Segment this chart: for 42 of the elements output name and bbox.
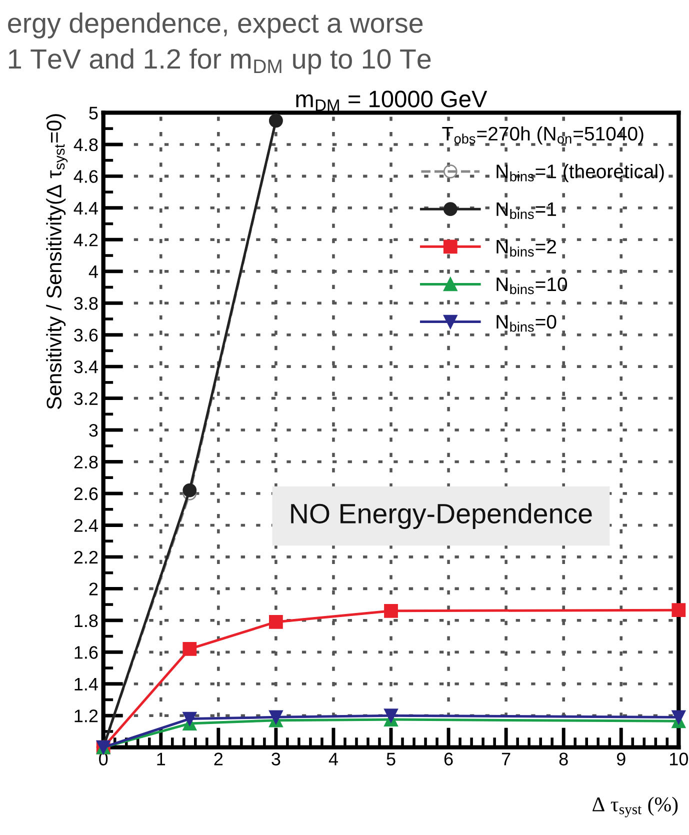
y-tick-label: 1.2 [74,710,98,722]
x-tick-label: 8 [559,752,568,766]
x-axis-title: Δ τ$_{syst}$ (%) [592,796,678,818]
y-tick-label: 4.8 [74,138,98,152]
y-tick-label: 3.4 [74,360,98,374]
legend-label: N$_{bins}$=1 (theoretical) [496,164,664,182]
text: 1 TeV and 1.2 for m$_{DM}$ up to 10 Te [9,48,431,74]
y-tick-label: 1.6 [74,646,98,659]
y-tick-label: 1.4 [74,678,98,690]
y-tick-label: 2.6 [74,487,98,500]
legend-label: N$_{bins}$=2 [496,240,556,257]
text: ergy dependence, expect a worse [8,12,423,38]
y-tick-label: 3.2 [74,392,98,406]
chart-title: m$_{DM}$ = 10000 GeV [296,90,488,111]
y-tick-label: 3 [89,424,98,437]
legend-label: N$_{bins}$=1 [496,202,556,220]
x-tick-label: 5 [386,752,396,766]
annotation: NO Energy-Dependence [291,503,592,529]
x-tick-label: 10 [670,752,688,766]
y-tick-label: 2.2 [74,550,98,564]
y-tick-label: 2 [89,582,98,596]
x-tick-label: 4 [328,752,338,766]
y-tick-label: 1.8 [74,614,98,628]
x-tick-label: 6 [444,752,453,766]
x-tick-label: 9 [616,752,626,766]
x-tick-label: 3 [272,752,280,766]
x-tick-label: 1 [157,752,166,766]
x-tick-label: 7 [502,752,510,766]
legend-label: N$_{bins}$=0 [496,314,556,332]
y-tick-label: 2.4 [74,519,98,532]
y-tick-label: 4.6 [74,170,98,183]
y-tick-label: 3.6 [74,328,98,342]
y-tick-label: 4 [88,265,98,278]
x-tick-label: 2 [214,752,223,766]
y-axis-title: Sensitivity / Sensitivity(Δ τ$_{syst}$=0) [46,114,68,410]
legend-title: T$_{obs}$=270h (N$_{on}$=51040) [442,126,644,144]
y-tick-label: 4.4 [74,202,98,214]
y-tick-label: 3.8 [74,297,98,310]
legend-label: N$_{bins}$=10 [496,277,568,294]
y-tick-label: 2.8 [74,456,98,468]
y-tick-label: 5 [89,106,98,120]
y-tick-label: 4.2 [74,234,98,246]
